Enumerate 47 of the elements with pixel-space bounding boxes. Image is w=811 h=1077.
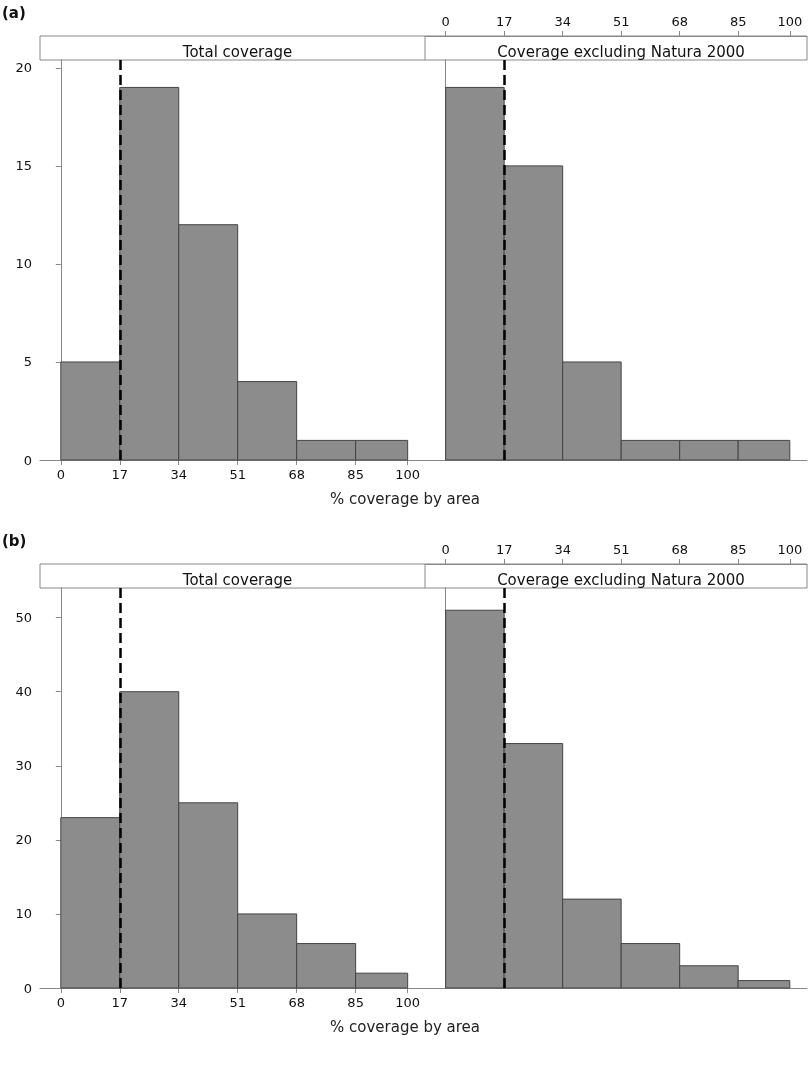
y-tick-label: 5: [23, 354, 32, 370]
x-tick-label: 85: [347, 467, 364, 482]
x-tick-label: 17: [111, 995, 129, 1010]
text: (b): [2, 532, 27, 550]
x-tick-label: 34: [554, 542, 571, 557]
x-tick-label: 34: [170, 995, 188, 1010]
y-tick-label: 0: [23, 980, 32, 996]
x-tick-label: 85: [347, 995, 364, 1010]
x-tick-label: 68: [671, 542, 688, 557]
x-tick-label: 51: [612, 14, 630, 29]
chart-title: Coverage excluding Natura 2000: [497, 570, 745, 589]
x-tick-label: 68: [288, 467, 305, 482]
x-tick-label: 0: [56, 995, 65, 1010]
x-tick-label: 0: [441, 542, 450, 557]
x-tick-label: 68: [288, 995, 305, 1010]
x-tick-label: 34: [170, 467, 188, 482]
y-tick-label: 30: [15, 758, 32, 774]
x-axis-title: % coverage by area: [329, 1018, 481, 1036]
x-tick-label: 34: [554, 14, 571, 29]
chart-title: Coverage excluding Natura 2000: [497, 42, 745, 61]
x-tick-label: 0: [56, 467, 65, 482]
chart-title: Total coverage: [181, 42, 293, 61]
x-tick-label: 100: [395, 467, 421, 482]
x-tick-label: 17: [495, 542, 513, 557]
y-tick-label: 50: [15, 610, 32, 626]
x-tick-label: 51: [612, 542, 630, 557]
x-tick-label: 68: [671, 14, 688, 29]
x-tick-label: 100: [777, 542, 803, 557]
x-tick-label: 100: [777, 14, 803, 29]
x-tick-label: 17: [111, 467, 129, 482]
x-tick-label: 51: [229, 995, 246, 1010]
chart-title: Total coverage: [181, 570, 293, 589]
x-tick-label: 51: [229, 467, 246, 482]
text: (a): [2, 4, 26, 22]
y-tick-label: 20: [15, 832, 32, 848]
x-tick-label: 100: [395, 995, 421, 1010]
y-tick-label: 10: [15, 256, 32, 272]
x-tick-label: 0: [441, 14, 450, 29]
y-tick-label: 40: [15, 684, 32, 700]
x-tick-label: 17: [495, 14, 513, 29]
x-tick-label: 85: [729, 542, 747, 557]
y-tick-label: 15: [15, 158, 32, 174]
x-axis-title: % coverage by area: [329, 490, 481, 508]
y-tick-label: 0: [23, 452, 32, 468]
y-tick-label: 10: [15, 906, 32, 922]
x-tick-label: 85: [729, 14, 747, 29]
y-tick-label: 20: [15, 60, 32, 76]
